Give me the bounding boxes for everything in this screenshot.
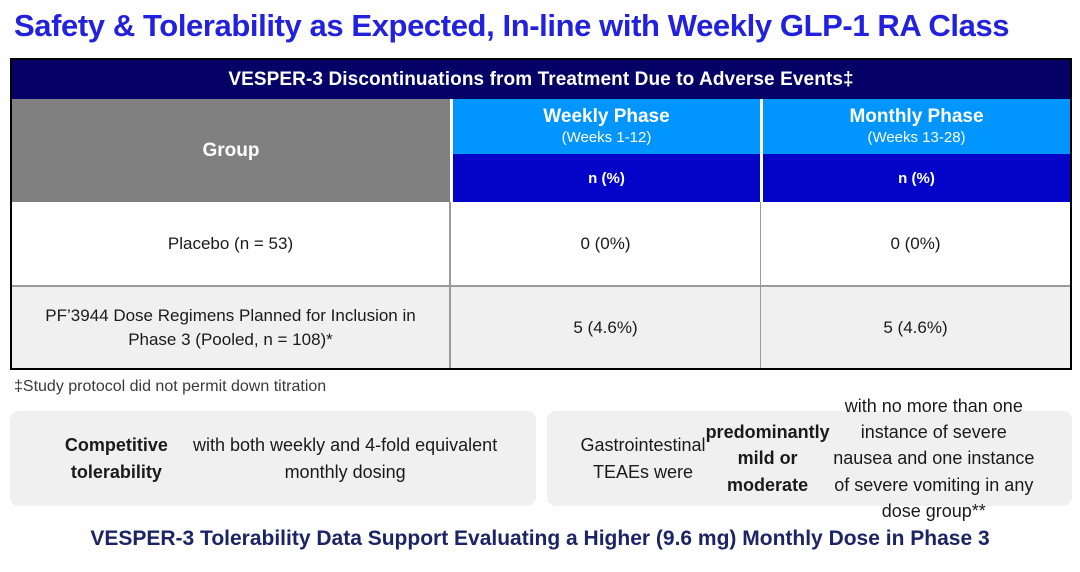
column-header-group: Group <box>12 99 450 202</box>
pf3944-weekly-value: 5 (4.6%) <box>450 287 760 368</box>
placebo-monthly-value: 0 (0%) <box>760 202 1070 285</box>
weekly-unit-header: n (%) <box>453 154 760 202</box>
table-title: VESPER-3 Discontinuations from Treatment… <box>12 60 1070 99</box>
callout-competitive-tolerability: Competitive tolerability with both weekl… <box>10 411 536 506</box>
column-header-monthly-phase: Monthly Phase (Weeks 13-28) <box>763 99 1070 154</box>
callout-row: Competitive tolerability with both weekl… <box>10 396 1072 521</box>
callout-gastrointestinal-teaes: Gastrointestinal TEAEs were predominantl… <box>546 396 1072 521</box>
slide: Safety & Tolerability as Expected, In-li… <box>0 8 1080 572</box>
table-header: Group Weekly Phase (Weeks 1-12) Monthly … <box>12 99 1070 202</box>
page-title: Safety & Tolerability as Expected, In-li… <box>14 8 1010 43</box>
monthly-unit-header: n (%) <box>763 154 1070 202</box>
table-row-placebo: Placebo (n = 53) 0 (0%) 0 (0%) <box>12 202 1070 285</box>
bottom-statement: VESPER-3 Tolerability Data Support Evalu… <box>90 527 990 550</box>
discontinuations-table: VESPER-3 Discontinuations from Treatment… <box>10 58 1072 370</box>
column-header-weekly-phase: Weekly Phase (Weeks 1-12) <box>453 99 760 154</box>
placebo-group-cell: Placebo (n = 53) <box>12 202 451 285</box>
table-row-pf3944: PF’3944 Dose Regimens Planned for Inclus… <box>12 285 1070 368</box>
table-footnote: ‡Study protocol did not permit down titr… <box>14 378 327 395</box>
weekly-phase-sublabel: (Weeks 1-12) <box>561 129 652 146</box>
pf3944-group-cell: PF’3944 Dose Regimens Planned for Inclus… <box>12 287 451 368</box>
placebo-weekly-value: 0 (0%) <box>450 202 760 285</box>
monthly-phase-label: Monthly Phase <box>849 106 984 128</box>
weekly-phase-label: Weekly Phase <box>543 106 670 128</box>
pf3944-monthly-value: 5 (4.6%) <box>760 287 1070 368</box>
monthly-phase-sublabel: (Weeks 13-28) <box>867 129 966 146</box>
